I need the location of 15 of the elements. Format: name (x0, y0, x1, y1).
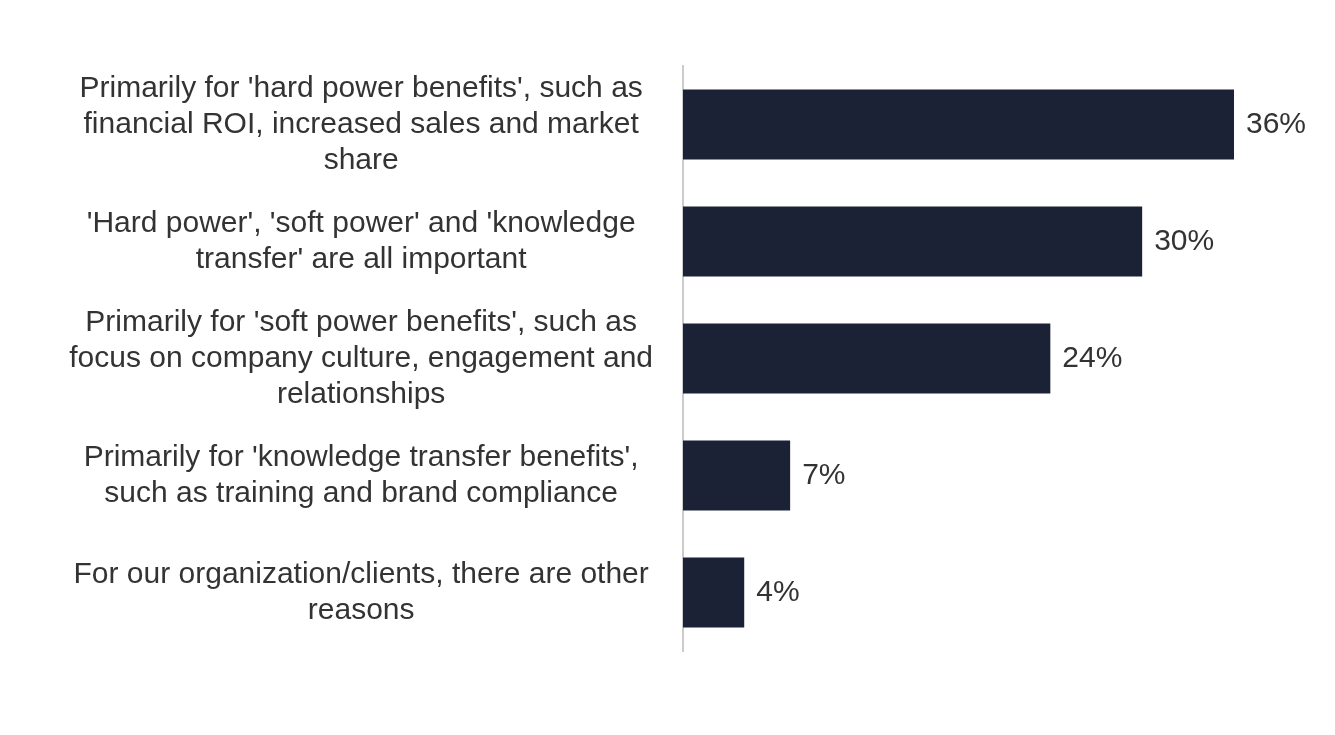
bar (683, 440, 791, 511)
data-label: 24% (1062, 339, 1123, 373)
data-label: 30% (1154, 222, 1215, 256)
bar (683, 323, 1051, 394)
bar (683, 206, 1143, 277)
bar (683, 557, 745, 628)
data-label: 7% (802, 456, 846, 490)
data-label: 4% (756, 573, 800, 607)
bar (683, 89, 1234, 160)
y-tick-label: Primarily for 'hard power benefits', such as financial ROI, increased sales and market share (79, 69, 643, 175)
y-tick-label: 'Hard power', 'soft power' and 'knowledge transfer' are all important (86, 204, 636, 274)
y-tick-label: For our organization/clients, there are other reasons (73, 555, 649, 625)
y-tick-label: Primarily for 'soft power benefits', such as focus on company culture, engagement and relationships (69, 303, 653, 409)
data-label: 36% (1246, 105, 1307, 139)
y-tick-label: Primarily for 'knowledge transfer benefits', such as training and brand compliance (83, 438, 639, 508)
